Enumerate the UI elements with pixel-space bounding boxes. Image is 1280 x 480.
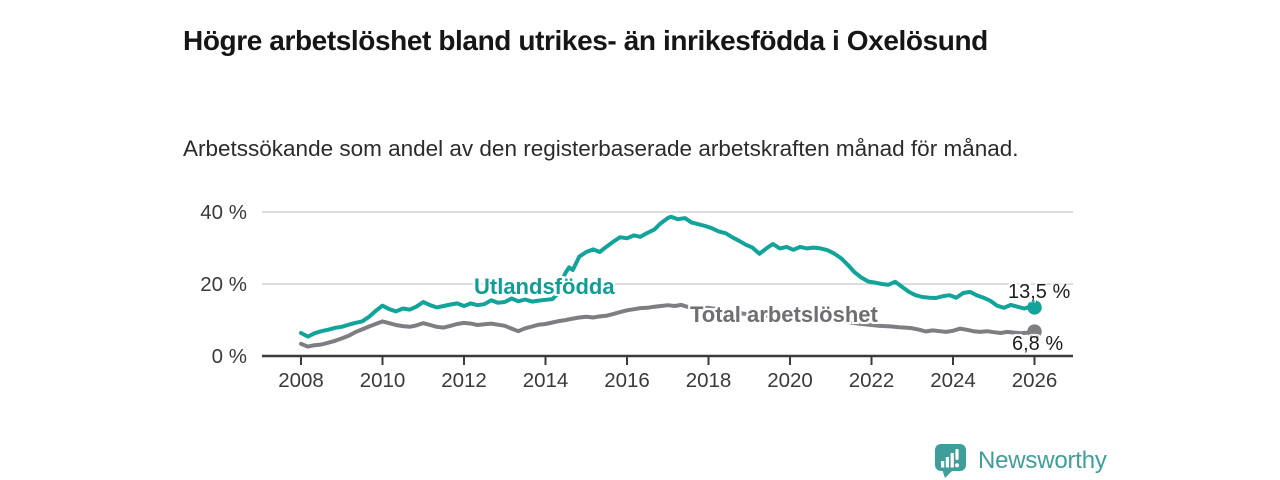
x-tick-label: 2020 (767, 369, 813, 392)
series-line-total-arbetsl-shet (299, 302, 1037, 349)
x-tick-label: 2016 (604, 369, 650, 392)
end-value-total: 6,8 % (1012, 333, 1064, 355)
x-tick-label: 2022 (849, 369, 895, 392)
series-line-utlandsf-dda (299, 214, 1037, 339)
series-endpoint-dot (1027, 324, 1042, 339)
chart-title: Högre arbetslöshet bland utrikes- än inr… (183, 24, 988, 56)
newsworthy-logo-icon (935, 444, 966, 478)
newsworthy-wordmark: Newsworthy (978, 446, 1107, 474)
y-tick-label: 40 % (200, 201, 247, 224)
x-tick-label: 2010 (360, 369, 406, 392)
newsworthy-brand: Newsworthy (933, 442, 1107, 479)
y-tick-label: 0 % (212, 345, 247, 368)
chart-subtitle: Arbetssökande som andel av den registerb… (183, 135, 1019, 161)
x-tick-label: 2018 (686, 369, 732, 392)
x-tick-label: 2008 (278, 369, 324, 392)
x-tick-label: 2012 (441, 369, 487, 392)
y-tick-label: 20 % (200, 273, 247, 296)
x-tick-label: 2026 (1012, 369, 1058, 392)
series-label-utlandsfodda: Utlandsfödda (474, 274, 615, 299)
series-label-total-arbetsloshet: Total arbetslöshet (690, 302, 878, 327)
x-tick-label: 2014 (523, 369, 569, 392)
x-tick-label: 2024 (930, 369, 976, 392)
end-value-utlandsfodda: 13,5 % (1008, 281, 1071, 303)
series-endpoint-dot (1027, 300, 1042, 315)
